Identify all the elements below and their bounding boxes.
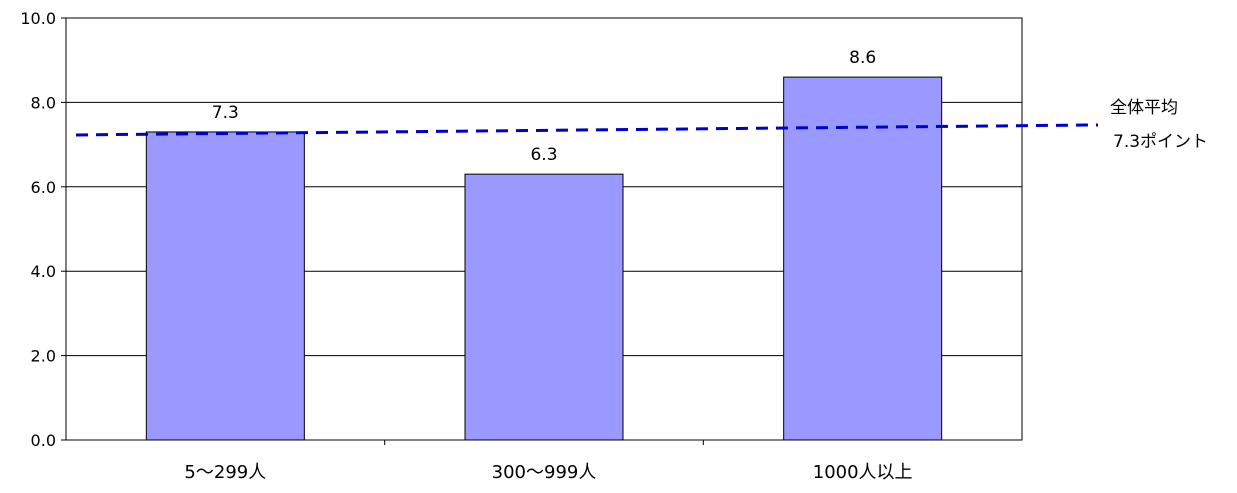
plot-border [65, 17, 1023, 441]
average-label-title: 全体平均 [1110, 98, 1178, 118]
y-tick-label: 4.0 [31, 262, 56, 281]
bar [783, 76, 943, 441]
x-category-label: 1000人以上 [813, 462, 913, 483]
bar-value-label: 7.3 [212, 103, 239, 123]
y-tick-label: 0.0 [31, 431, 56, 450]
x-tick-labels: 5～299人 300～999人 1000人以上 [184, 462, 912, 483]
axes [61, 17, 1023, 445]
bar-value-label: 8.6 [849, 48, 876, 68]
y-tick-label: 8.0 [31, 93, 56, 112]
average-label-value: 7.3ポイント [1113, 132, 1208, 152]
x-category-label: 5～299人 [184, 462, 266, 483]
average-reference-line [75, 123, 1099, 137]
y-tick-labels: 0.0 2.0 4.0 6.0 8.0 10.0 [20, 9, 56, 450]
y-tick-label: 2.0 [31, 347, 56, 366]
x-category-label: 300～999人 [492, 462, 597, 483]
y-tick-label: 10.0 [20, 9, 56, 28]
bar [145, 131, 305, 441]
reference-line-group: 全体平均 7.3ポイント [75, 98, 1208, 152]
bar [464, 173, 624, 441]
bar-value-label: 6.3 [530, 145, 557, 165]
y-tick-label: 6.0 [31, 178, 56, 197]
value-labels: 7.3 6.3 8.6 [212, 48, 876, 165]
